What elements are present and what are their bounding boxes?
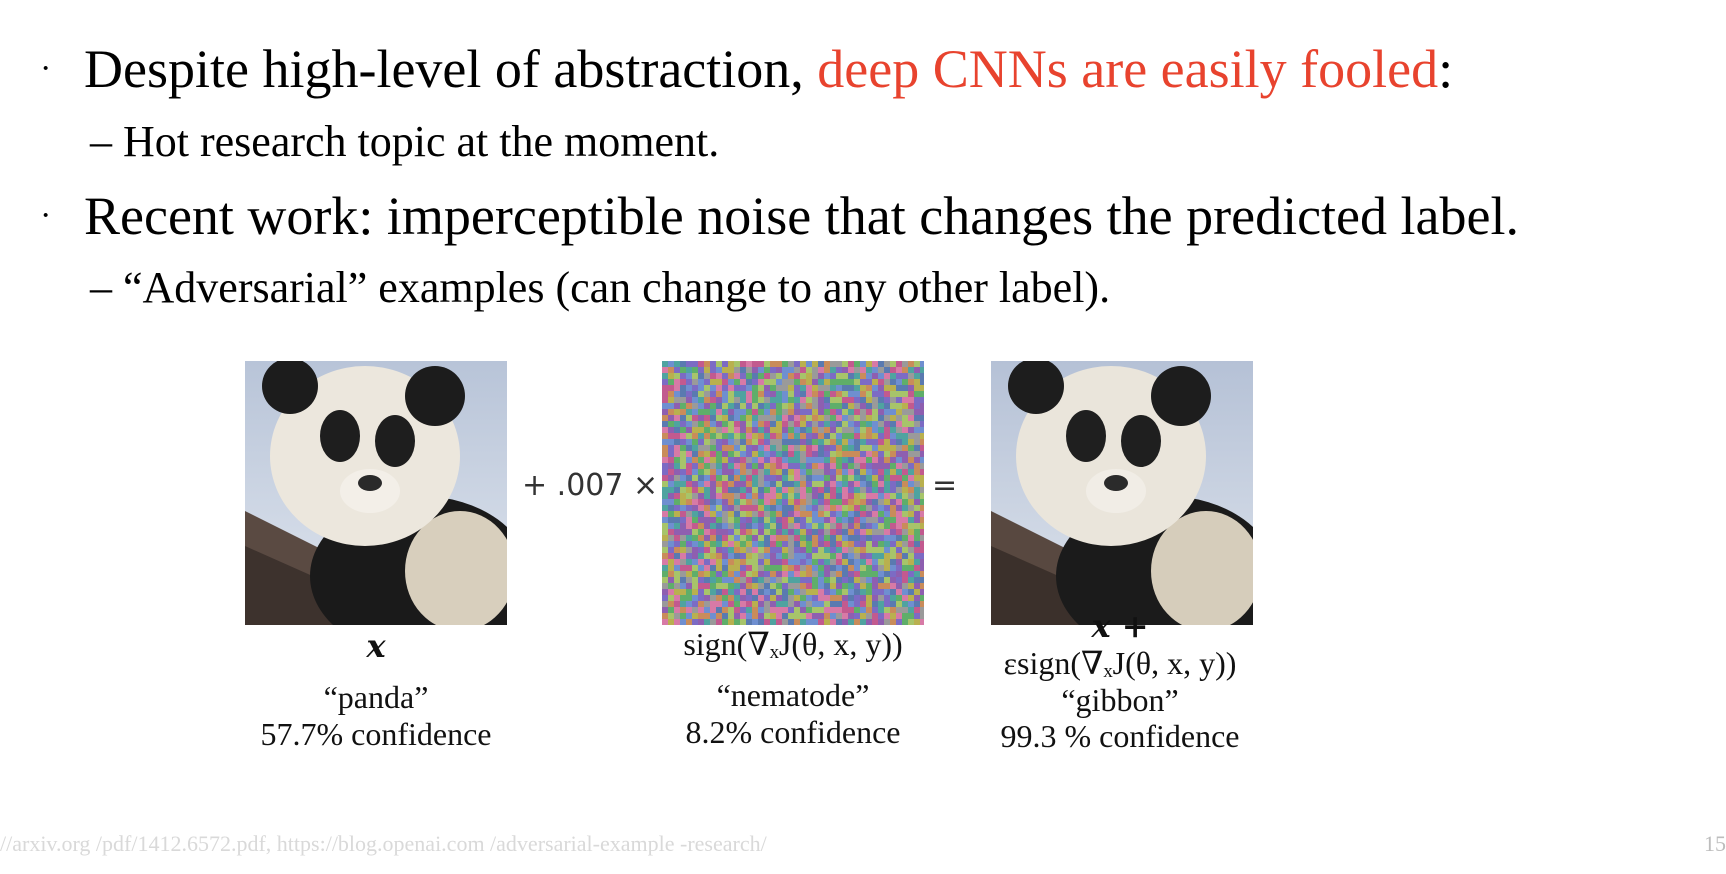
panda-confidence: 57.7% confidence <box>260 715 492 752</box>
nematode-confidence: 8.2% confidence <box>685 713 901 750</box>
bullet-2-subtext: – “Adversarial” examples (can change to … <box>90 263 1111 312</box>
equals-sign: = <box>932 468 958 503</box>
nematode-label: “nematode” <box>716 676 870 713</box>
gibbon-caption: x + εsign(∇ₓJ(θ, x, y)) “gibbon” 99.3 % … <box>970 608 1270 755</box>
math-epsilon-sign-gradient: εsign(∇ₓJ(θ, x, y)) <box>1003 644 1237 681</box>
bullet-1-text-before: Despite high-level of abstraction, <box>84 39 818 99</box>
panda-photo-icon <box>245 361 507 625</box>
bullet-1-highlight: deep CNNs are easily fooled <box>817 39 1439 99</box>
panda-caption: x “panda” 57.7% confidence <box>256 628 496 752</box>
multiplier-label: + .007 × <box>522 468 659 503</box>
bullet-1-subtext: – Hot research topic at the moment. <box>90 117 720 166</box>
panda-image <box>245 361 507 625</box>
math-x-plus: x + <box>1091 607 1149 645</box>
bullet-2-text: Recent work: imperceptible noise that ch… <box>84 186 1519 246</box>
math-x: x <box>366 627 386 665</box>
page-number: 15 <box>1704 831 1726 856</box>
panda-photo-perturbed-icon <box>991 361 1253 625</box>
gibbon-label: “gibbon” <box>1061 681 1179 718</box>
math-sign-gradient: sign(∇ₓJ(θ, x, y)) <box>683 626 903 662</box>
perturbed-panda-image <box>991 361 1253 625</box>
bullet-1-text: Despite high-level of abstraction, deep … <box>84 42 1453 96</box>
gibbon-confidence: 99.3 % confidence <box>1000 718 1240 755</box>
bullet-marker: · <box>40 197 52 234</box>
noise-image <box>662 361 924 625</box>
source-citation: //arxiv.org /pdf/1412.6572.pdf, https://… <box>0 831 767 856</box>
bullet-1-text-after: : <box>1438 39 1454 99</box>
panda-label: “panda” <box>323 678 429 715</box>
noise-pattern-icon <box>662 361 924 625</box>
bullet-marker: · <box>40 50 52 87</box>
noise-caption: sign(∇ₓJ(θ, x, y)) “nematode” 8.2% confi… <box>640 626 946 750</box>
